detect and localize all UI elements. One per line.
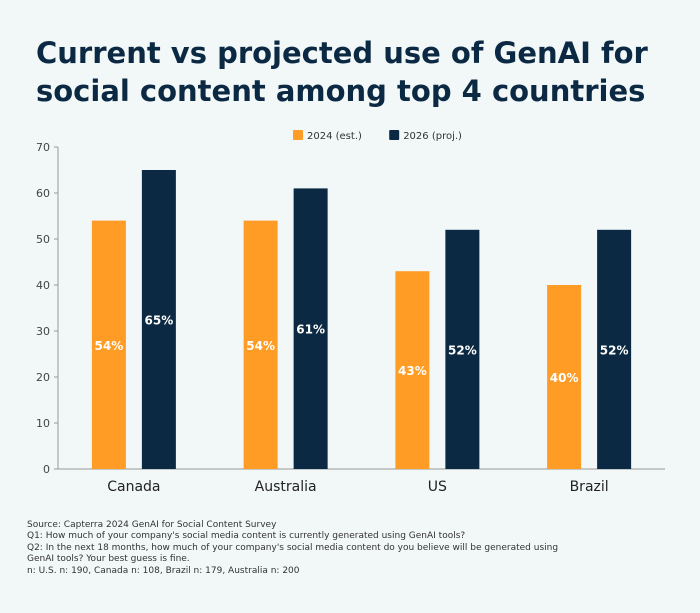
y-tick-label: 0: [43, 463, 50, 476]
source-notes: Source: Capterra 2024 GenAI for Social C…: [27, 520, 558, 577]
bar: [395, 271, 430, 469]
data-label: 52%: [600, 343, 629, 357]
bar: [91, 220, 126, 469]
q2-note-cont: GenAI tools? Your best guess is fine.: [27, 554, 190, 565]
bar: [243, 220, 278, 469]
y-tick-label: 70: [36, 141, 50, 154]
sample-size-note: n: U.S. n: 190, Canada n: 108, Brazil n:…: [27, 565, 300, 576]
legend-swatch: [293, 130, 303, 140]
y-tick-label: 60: [36, 187, 50, 200]
y-tick-label: 10: [36, 417, 50, 430]
y-tick-label: 30: [36, 325, 50, 338]
x-tick-label: Canada: [107, 479, 160, 495]
data-label: 61%: [296, 323, 325, 337]
bar: [547, 285, 582, 469]
y-tick-label: 40: [36, 279, 50, 292]
data-label: 65%: [145, 314, 174, 328]
data-label: 40%: [550, 371, 579, 385]
data-label: 43%: [398, 364, 427, 378]
bar: [445, 229, 480, 469]
legend-label: 2026 (proj.): [403, 131, 462, 142]
legend-swatch: [389, 130, 400, 140]
y-tick-label: 20: [36, 371, 50, 384]
x-tick-label: Australia: [255, 479, 317, 495]
legend-label: 2024 (est.): [307, 131, 362, 142]
q1-note: Q1: How much of your company's social me…: [27, 531, 466, 542]
chart-title: Current vs projected use of GenAI for so…: [36, 36, 648, 108]
x-tick-label: Brazil: [570, 479, 609, 495]
data-label: 54%: [95, 339, 124, 353]
bar: [597, 229, 632, 469]
data-label: 52%: [448, 343, 477, 357]
data-label: 54%: [246, 339, 275, 353]
bar: [141, 170, 176, 469]
bar-chart: 0 10 20 30 40 50 60 70 Canada 54% 65% Australia 54% 6…: [36, 130, 665, 495]
bar: [293, 188, 328, 469]
source-note: Source: Capterra 2024 GenAI for Social C…: [27, 520, 277, 530]
x-tick-label: US: [428, 479, 447, 495]
y-tick-label: 50: [36, 233, 50, 246]
q2-note: Q2: In the next 18 months, how much of y…: [27, 542, 559, 553]
